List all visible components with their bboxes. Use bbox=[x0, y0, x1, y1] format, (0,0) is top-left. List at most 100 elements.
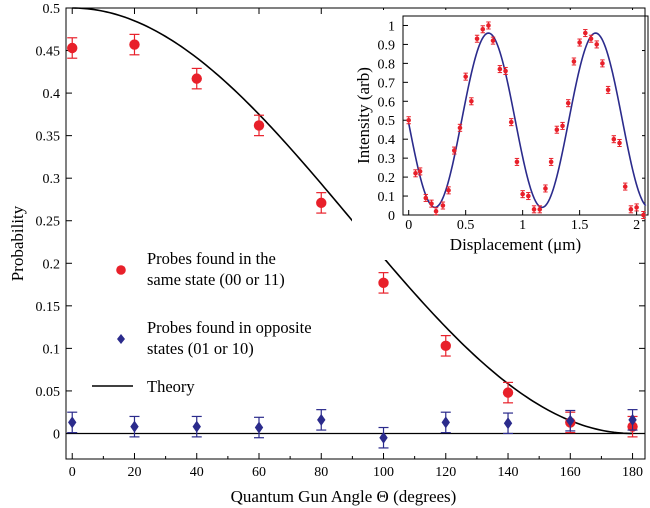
inset-marker bbox=[572, 59, 577, 64]
inset-marker bbox=[503, 69, 508, 74]
x-tick-label: 60 bbox=[252, 465, 266, 480]
opposite-state-point bbox=[316, 410, 326, 430]
inset-y-tick-label: 0.8 bbox=[378, 57, 396, 72]
marker bbox=[504, 417, 512, 429]
x-tick-label: 100 bbox=[373, 465, 394, 480]
y-tick-label: 0.05 bbox=[36, 385, 61, 400]
inset-marker bbox=[537, 207, 542, 212]
inset-x-tick-label: 0 bbox=[405, 218, 412, 233]
marker bbox=[192, 73, 202, 83]
inset-marker bbox=[441, 203, 446, 208]
inset-x-axis-label: Displacement (μm) bbox=[450, 235, 581, 254]
inset-y-tick-label: 0.3 bbox=[378, 152, 396, 167]
inset-marker bbox=[406, 118, 411, 123]
inset-marker bbox=[475, 36, 480, 41]
legend: Probes found in the same state (00 or 11… bbox=[92, 249, 312, 396]
opposite-state-point bbox=[379, 428, 389, 448]
inset-marker bbox=[549, 160, 554, 165]
marker bbox=[441, 341, 451, 351]
same-state-point bbox=[441, 336, 451, 356]
y-tick-label: 0.45 bbox=[36, 45, 61, 60]
x-tick-label: 0 bbox=[69, 465, 76, 480]
y-tick-label: 0.4 bbox=[43, 87, 61, 102]
inset-marker bbox=[446, 188, 451, 193]
legend-label-theory: Theory bbox=[147, 377, 195, 396]
inset-y-tick-label: 0.2 bbox=[378, 171, 396, 186]
marker bbox=[129, 39, 139, 49]
inset-marker bbox=[555, 127, 560, 132]
x-tick-label: 180 bbox=[622, 465, 643, 480]
inset-marker bbox=[418, 169, 423, 174]
y-tick-label: 0.5 bbox=[43, 2, 61, 17]
legend-label-same-state-line1: Probes found in the bbox=[147, 249, 276, 268]
marker bbox=[130, 421, 138, 433]
inset-marker bbox=[566, 101, 571, 106]
x-tick-label: 140 bbox=[498, 465, 519, 480]
inset-y-tick-label: 0.1 bbox=[378, 190, 396, 205]
inset-marker bbox=[509, 120, 514, 125]
inset-marker bbox=[423, 196, 428, 201]
inset-y-tick-label: 0.9 bbox=[378, 38, 396, 53]
inset-y-tick-label: 0.7 bbox=[378, 76, 396, 91]
inset-y-tick-label: 0.4 bbox=[378, 133, 396, 148]
inset-x-tick-label: 1 bbox=[519, 218, 526, 233]
legend-label-opposite-state-line1: Probes found in opposite bbox=[147, 318, 312, 337]
marker bbox=[442, 416, 450, 428]
inset-marker bbox=[452, 148, 457, 153]
x-tick-label: 20 bbox=[127, 465, 141, 480]
y-tick-label: 0.2 bbox=[43, 257, 61, 272]
inset-marker bbox=[612, 137, 617, 142]
y-tick-label: 0.1 bbox=[43, 342, 61, 357]
inset-marker bbox=[526, 194, 531, 199]
x-tick-label: 160 bbox=[560, 465, 581, 480]
inset-marker bbox=[469, 99, 474, 104]
marker bbox=[503, 387, 513, 397]
inset-marker bbox=[463, 74, 468, 79]
same-state-point bbox=[192, 68, 202, 88]
inset-marker bbox=[413, 171, 418, 176]
opposite-state-point bbox=[441, 412, 451, 432]
inset-marker bbox=[583, 31, 588, 36]
main-y-axis-label: Probability bbox=[8, 205, 27, 281]
marker bbox=[193, 421, 201, 433]
y-tick-label: 0.3 bbox=[43, 172, 61, 187]
inset-chart: 0 0.5 1 1.5 2 0 0.1 0.2 0.3 0.4 0.5 0.6 0.7 0.8 0.9 1 D… bbox=[352, 10, 648, 260]
legend-marker-opposite-state bbox=[117, 334, 125, 344]
inset-x-tick-label: 0.5 bbox=[457, 218, 475, 233]
inset-marker bbox=[520, 192, 525, 197]
inset-marker bbox=[617, 141, 622, 146]
inset-y-tick-label: 1 bbox=[388, 19, 395, 34]
same-state-point bbox=[129, 34, 139, 54]
inset-marker bbox=[498, 67, 503, 72]
inset-y-axis-label: Intensity (arb) bbox=[354, 67, 373, 164]
inset-marker bbox=[634, 205, 639, 210]
y-tick-label: 0.15 bbox=[36, 300, 61, 315]
inset-marker bbox=[623, 184, 628, 189]
inset-x-tick-label: 1.5 bbox=[571, 218, 589, 233]
inset-marker bbox=[434, 209, 439, 214]
inset-marker bbox=[594, 42, 599, 47]
x-tick-label: 80 bbox=[314, 465, 328, 480]
y-tick-label: 0.35 bbox=[36, 130, 61, 145]
inset-y-tick-label: 0.6 bbox=[378, 95, 396, 110]
y-tick-label: 0 bbox=[53, 427, 60, 442]
opposite-state-point bbox=[67, 412, 77, 432]
marker bbox=[317, 414, 325, 426]
legend-label-opposite-state-line2: states (01 or 10) bbox=[147, 339, 254, 358]
inset-marker bbox=[480, 27, 485, 32]
marker bbox=[378, 278, 388, 288]
legend-label-same-state-line2: same state (00 or 11) bbox=[147, 270, 285, 289]
same-state-point bbox=[316, 193, 326, 213]
marker bbox=[67, 43, 77, 53]
same-state-point bbox=[67, 38, 77, 58]
inset-marker bbox=[515, 160, 520, 165]
inset-marker bbox=[600, 61, 605, 66]
opposite-state-point bbox=[254, 417, 264, 437]
x-tick-label: 40 bbox=[190, 465, 204, 480]
opposite-state-point bbox=[503, 413, 513, 433]
marker bbox=[255, 422, 263, 434]
inset-marker bbox=[641, 213, 646, 218]
inset-marker bbox=[543, 186, 548, 191]
y-tick-label: 0.25 bbox=[36, 215, 61, 230]
